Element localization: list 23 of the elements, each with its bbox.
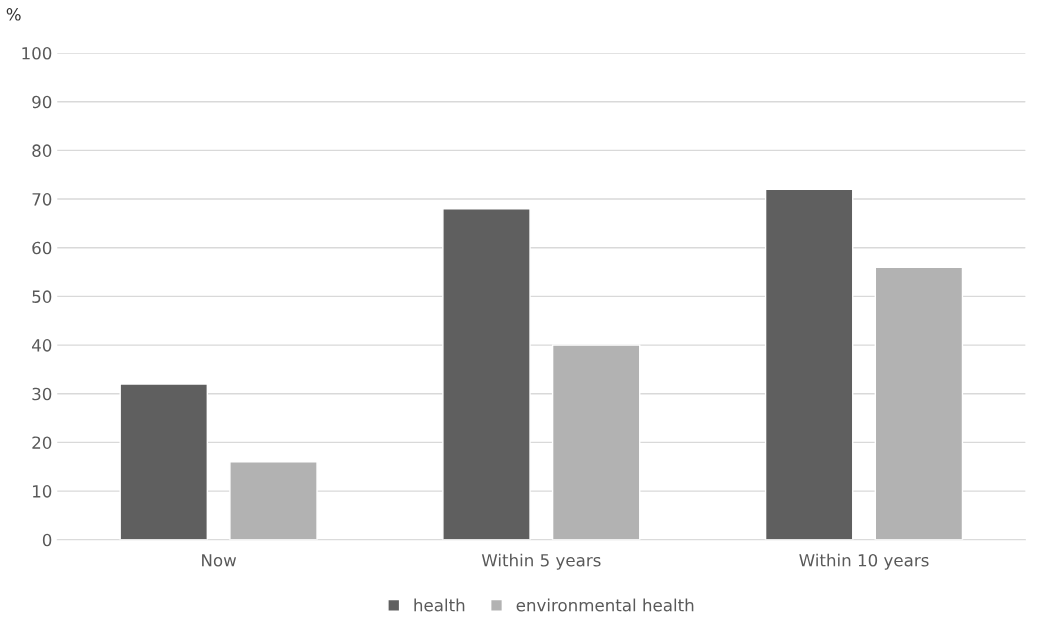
legend-label: environmental health [516,598,694,612]
bar [764,188,854,540]
y-tick-label: 40 [32,339,52,352]
bar [551,344,641,540]
x-tick-label: Within 10 years [799,553,929,570]
x-tick-label: Within 5 years [481,553,601,570]
y-tick-label: 60 [32,241,52,255]
y-tick-label: 10 [33,485,52,498]
y-tick-label: 100 [22,47,52,60]
y-tick-label: 20 [32,436,52,449]
x-tick-label: Now [202,554,237,567]
legend-label: health [414,598,465,612]
y-tick-label: 50 [32,290,52,303]
y-tick-label: 90 [32,95,52,109]
bar [874,266,964,540]
bar [229,461,318,540]
y-tick-label: 80 [32,144,52,157]
y-tick-label: 0 [42,533,52,547]
y-tick-label: 30 [32,387,52,401]
bar [442,208,531,540]
y-axis-title: % [6,8,21,21]
y-tick-label: 70 [32,193,52,206]
bar [119,383,209,540]
